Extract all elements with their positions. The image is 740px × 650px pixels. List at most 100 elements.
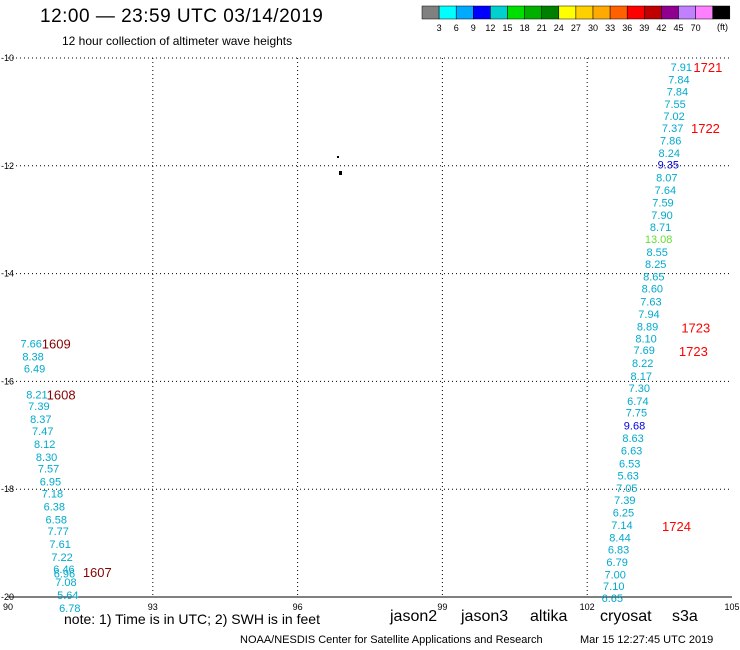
data-point-label: 7.84 <box>667 86 688 98</box>
legend-swatch <box>712 5 731 20</box>
data-point-label: 5.63 <box>618 471 639 483</box>
legend-label: 3 <box>437 23 442 33</box>
legend-swatch <box>507 5 525 20</box>
mission-cryosat: cryosat <box>600 608 652 625</box>
legend-swatch <box>438 5 457 20</box>
data-point-label: 7.77 <box>47 526 68 538</box>
marker-dot <box>337 156 339 158</box>
pass-time-label: 1722 <box>691 121 720 136</box>
data-point-label: 6.25 <box>613 507 634 519</box>
data-point-label: 7.10 <box>603 581 624 593</box>
x-tick-label: 105 <box>724 602 739 612</box>
legend-label: 6 <box>454 23 459 33</box>
data-point-label: 7.30 <box>629 383 650 395</box>
data-point-label: 7.90 <box>651 210 672 222</box>
footer-timestamp: Mar 15 12:27:45 UTC 2019 <box>580 634 714 646</box>
data-point-label: 7.64 <box>655 185 676 197</box>
legend-label: 12 <box>485 23 495 33</box>
data-point-label: 7.66 <box>20 339 41 351</box>
data-point-label: 6.49 <box>24 363 45 375</box>
data-point-label: 6.74 <box>627 396 648 408</box>
data-point-label: 8.55 <box>646 247 667 259</box>
x-tick-label: 96 <box>293 602 303 612</box>
y-tick-label: -20 <box>1 592 14 602</box>
data-point-label: 9.68 <box>624 421 645 433</box>
y-tick-label: -16 <box>1 376 14 386</box>
legend-label: 70 <box>691 23 701 33</box>
legend-swatch <box>490 5 508 20</box>
x-tick-label: 102 <box>580 602 595 612</box>
x-tick-label: 99 <box>437 602 447 612</box>
data-point-label: 8.65 <box>643 271 664 283</box>
data-point-label: 7.39 <box>614 495 635 507</box>
data-point-label: 7.61 <box>49 539 70 551</box>
data-point-label: 8.21 <box>26 389 47 401</box>
chart-title: 12:00 — 23:59 UTC 03/14/2019 <box>40 6 324 27</box>
legend-swatch <box>592 5 611 20</box>
data-point-label: 6.96 <box>54 568 75 580</box>
y-tick-label: -14 <box>1 269 14 279</box>
legend-label: 42 <box>656 23 666 33</box>
data-point-label: 7.69 <box>633 345 654 357</box>
data-point-label: 8.38 <box>22 352 43 364</box>
data-point-label: 5.64 <box>57 590 78 602</box>
chart-subtitle: 12 hour collection of altimeter wave hei… <box>62 34 293 48</box>
data-point-label: 7.59 <box>652 197 673 209</box>
mission-jason2: jason2 <box>390 608 438 625</box>
legend-swatch <box>541 5 560 20</box>
legend-label: 21 <box>537 23 547 33</box>
legend-label: 30 <box>588 23 598 33</box>
data-point-label: 6.65 <box>602 593 623 605</box>
legend-swatch <box>678 5 696 20</box>
data-point-label: 8.44 <box>609 533 630 545</box>
data-point-label: 7.86 <box>660 135 681 147</box>
marker-dot <box>339 171 342 175</box>
legend-label: 33 <box>605 23 615 33</box>
data-point-label: 7.00 <box>604 569 625 581</box>
pass-time-label: 1723 <box>679 344 708 359</box>
data-point-label: 7.57 <box>38 464 59 476</box>
y-tick-label: -18 <box>1 484 14 494</box>
pass-time-label: 1724 <box>662 519 691 534</box>
data-point-label: 7.02 <box>663 111 684 123</box>
mission-altika: altika <box>530 608 568 625</box>
legend-label: 39 <box>639 23 649 33</box>
legend-swatch <box>558 5 577 20</box>
y-tick-label: -10 <box>1 53 14 63</box>
data-point-label: 6.83 <box>608 545 629 557</box>
legend-label: 24 <box>554 23 564 33</box>
legend-unit: (ft) <box>717 22 728 32</box>
data-point-label: 8.12 <box>34 439 55 451</box>
legend-label: 18 <box>520 23 530 33</box>
legend-swatch <box>644 5 662 20</box>
pass-time-label: 1608 <box>47 387 76 402</box>
data-point-label: 7.08 <box>55 577 76 589</box>
legend-label: 9 <box>471 23 476 33</box>
data-point-label: 8.37 <box>30 414 51 426</box>
legend-swatch <box>455 5 474 20</box>
data-point-label: 7.94 <box>638 309 659 321</box>
data-point-label: 6.58 <box>46 514 67 526</box>
pass-time-label: 1607 <box>83 565 112 580</box>
data-point-label: 7.55 <box>664 99 685 111</box>
data-point-label: 8.71 <box>650 222 671 234</box>
legend-swatch <box>575 5 594 20</box>
legend-swatch <box>661 5 679 20</box>
pass-time-label: 1723 <box>681 321 710 336</box>
legend-swatch <box>626 5 645 20</box>
data-point-label: 7.75 <box>626 408 647 420</box>
data-point-label: 6.95 <box>40 477 61 489</box>
legend-swatch <box>473 5 491 20</box>
legend-label: 15 <box>502 23 512 33</box>
legend-swatch <box>695 5 713 20</box>
data-point-label: 7.14 <box>611 520 632 532</box>
legend-label: 27 <box>571 23 581 33</box>
legend-swatch <box>609 5 628 20</box>
data-point-label: 6.46 <box>53 564 74 576</box>
legend-swatch <box>421 5 440 20</box>
data-point-label: 6.63 <box>621 445 642 457</box>
data-point-label: 8.63 <box>622 433 643 445</box>
y-tick-label: -12 <box>1 161 14 171</box>
x-tick-label: 93 <box>148 602 158 612</box>
